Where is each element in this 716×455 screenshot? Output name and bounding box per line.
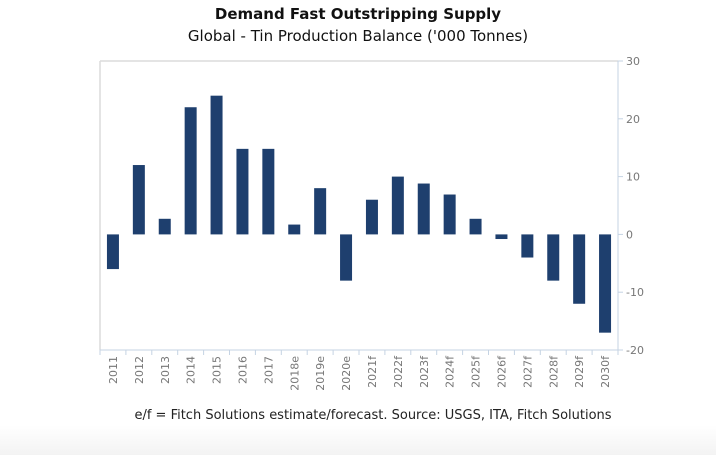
bar-2030f — [599, 234, 612, 333]
x-tick-label: 2026f — [495, 355, 508, 388]
x-tick-label: 2029f — [573, 355, 586, 388]
bar-2025f — [469, 218, 482, 235]
y-tick-label: -10 — [626, 286, 644, 299]
x-tick-label: 2012 — [133, 356, 146, 384]
x-tick-label: 2021f — [366, 355, 379, 388]
bar-2026f — [495, 234, 508, 240]
x-tick-label: 2030f — [599, 355, 612, 388]
x-tick-label: 2017 — [262, 356, 275, 384]
x-tick-label: 2015 — [211, 356, 224, 384]
y-tick-label: 10 — [626, 171, 640, 184]
x-tick-label: 2016 — [236, 356, 249, 384]
bar-2027f — [521, 234, 534, 258]
bar-2022f — [391, 176, 404, 235]
x-tick-label: 2022f — [392, 355, 405, 388]
y-tick-label: -20 — [626, 344, 644, 357]
bar-2019e — [314, 188, 327, 235]
bar-2017 — [262, 148, 275, 235]
x-tick-label: 2020e — [340, 356, 353, 391]
x-tick-label: 2028f — [547, 355, 560, 388]
x-tick-label: 2014 — [185, 356, 198, 384]
bar-2028f — [547, 234, 560, 281]
bar-2029f — [573, 234, 586, 304]
chart-title: Demand Fast Outstripping Supply — [214, 5, 502, 23]
bar-2024f — [443, 194, 456, 235]
bar-2011 — [106, 234, 119, 270]
y-tick-label: 30 — [626, 55, 640, 68]
bar-2023f — [417, 183, 430, 235]
bar-2012 — [132, 165, 145, 235]
bar-2020e — [340, 234, 353, 281]
x-tick-label: 2013 — [159, 356, 172, 384]
bar-2021f — [365, 199, 378, 235]
y-tick-label: 20 — [626, 113, 640, 126]
bars-group — [106, 95, 612, 333]
x-tick-label: 2024f — [444, 355, 457, 388]
bar-2015 — [210, 95, 223, 235]
x-tick-label: 2027f — [521, 355, 534, 388]
bar-2016 — [236, 148, 249, 235]
plot-frame — [99, 60, 619, 351]
chart-subtitle: Global - Tin Production Balance ('000 To… — [187, 27, 529, 45]
y-tick-label: 0 — [626, 228, 633, 241]
y-axis: 30 20 10 0 -10 -20 — [618, 55, 644, 357]
chart-footnote: e/f = Fitch Solutions estimate/forecast.… — [134, 408, 612, 423]
bar-2018e — [288, 224, 301, 235]
x-tick-label: 2019e — [314, 356, 327, 391]
x-tick-label: 2025f — [470, 355, 483, 388]
x-tick-label: 2011 — [107, 356, 120, 384]
x-tick-label: 2023f — [418, 355, 431, 388]
bar-2014 — [184, 107, 197, 235]
x-axis: 2011 2012 2013 2014 2015 2016 2017 2018e 2019e 20… — [99, 350, 619, 391]
bar-2013 — [158, 218, 171, 235]
x-tick-label: 2018e — [288, 356, 301, 391]
